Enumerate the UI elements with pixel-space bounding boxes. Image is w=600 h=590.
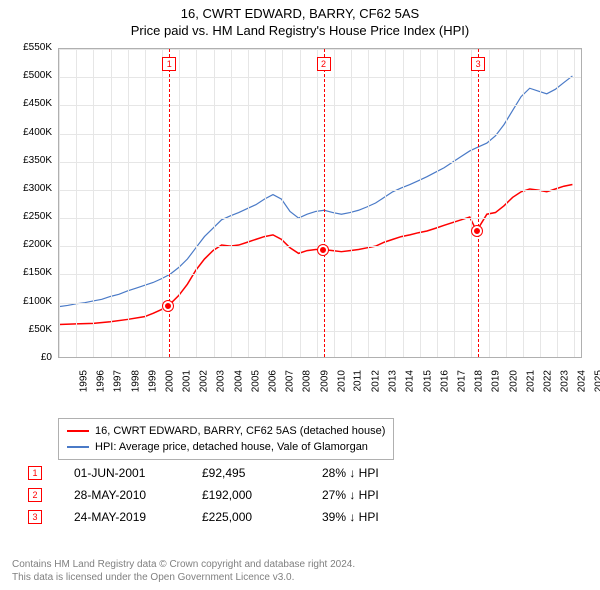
event-pct-2: 27% ↓ HPI [322,488,442,502]
legend-swatch-property [67,430,89,432]
y-axis-label: £250K [10,211,52,222]
y-axis-label: £0 [10,352,52,363]
x-axis-label: 2013 [387,370,398,392]
x-axis-label: 2020 [508,370,519,392]
footer-line-1: Contains HM Land Registry data © Crown c… [12,558,355,571]
event-table: 1 01-JUN-2001 £92,495 28% ↓ HPI 2 28-MAY… [28,462,442,528]
y-axis-label: £100K [10,296,52,307]
event-badge-3: 3 [28,510,42,524]
event-row-3: 3 24-MAY-2019 £225,000 39% ↓ HPI [28,506,442,528]
y-axis-label: £550K [10,42,52,53]
y-axis-label: £300K [10,183,52,194]
chart-title-subtitle: Price paid vs. HM Land Registry's House … [0,23,600,38]
x-axis-label: 2010 [336,370,347,392]
series-line-hpi [59,76,572,307]
x-axis-label: 2004 [233,370,244,392]
x-axis-label: 2006 [267,370,278,392]
x-axis-label: 2015 [422,370,433,392]
x-axis-label: 1997 [113,370,124,392]
legend-label-hpi: HPI: Average price, detached house, Vale… [95,439,368,455]
x-axis-label: 2002 [199,370,210,392]
y-axis-label: £450K [10,98,52,109]
x-axis-label: 2025 [594,370,600,392]
chart-title-address: 16, CWRT EDWARD, BARRY, CF62 5AS [0,6,600,21]
event-price-1: £92,495 [202,466,322,480]
x-axis-label: 2001 [181,370,192,392]
y-axis-label: £50K [10,324,52,335]
plot-area: 1 2 3 [58,48,582,358]
x-axis-label: 2003 [216,370,227,392]
event-line-2 [324,49,325,357]
event-flag-3: 3 [471,57,485,71]
y-axis-label: £350K [10,155,52,166]
legend: 16, CWRT EDWARD, BARRY, CF62 5AS (detach… [58,418,394,460]
event-line-1 [169,49,170,357]
legend-swatch-hpi [67,446,89,448]
x-axis-label: 2007 [284,370,295,392]
y-axis-label: £150K [10,267,52,278]
event-row-1: 1 01-JUN-2001 £92,495 28% ↓ HPI [28,462,442,484]
event-pct-3: 39% ↓ HPI [322,510,442,524]
x-axis-label: 2012 [370,370,381,392]
x-axis-label: 1995 [78,370,89,392]
x-axis-label: 2014 [405,370,416,392]
chart-lines [59,49,581,357]
event-flag-1: 1 [162,57,176,71]
event-price-2: £192,000 [202,488,322,502]
x-axis-label: 2000 [164,370,175,392]
y-axis-label: £200K [10,239,52,250]
x-axis-label: 2008 [302,370,313,392]
x-axis-label: 2019 [491,370,502,392]
event-price-3: £225,000 [202,510,322,524]
legend-item-property: 16, CWRT EDWARD, BARRY, CF62 5AS (detach… [67,423,385,439]
footer: Contains HM Land Registry data © Crown c… [12,558,355,584]
y-axis-label: £400K [10,127,52,138]
event-date-2: 28-MAY-2010 [42,488,202,502]
x-axis-label: 1998 [130,370,141,392]
event-date-1: 01-JUN-2001 [42,466,202,480]
legend-item-hpi: HPI: Average price, detached house, Vale… [67,439,385,455]
x-axis-label: 2018 [473,370,484,392]
footer-line-2: This data is licensed under the Open Gov… [12,571,355,584]
x-axis-label: 2023 [559,370,570,392]
title-block: 16, CWRT EDWARD, BARRY, CF62 5AS Price p… [0,0,600,42]
event-pct-1: 28% ↓ HPI [322,466,442,480]
x-axis-label: 2022 [542,370,553,392]
x-axis-label: 2017 [456,370,467,392]
x-axis-label: 2024 [576,370,587,392]
event-date-3: 24-MAY-2019 [42,510,202,524]
x-axis-label: 2016 [439,370,450,392]
x-axis-label: 2005 [250,370,261,392]
event-flag-2: 2 [317,57,331,71]
event-badge-2: 2 [28,488,42,502]
legend-label-property: 16, CWRT EDWARD, BARRY, CF62 5AS (detach… [95,423,385,439]
x-axis-label: 1999 [147,370,158,392]
y-axis-label: £500K [10,70,52,81]
event-line-3 [478,49,479,357]
event-marker-2 [318,245,328,255]
event-row-2: 2 28-MAY-2010 £192,000 27% ↓ HPI [28,484,442,506]
x-axis-label: 2021 [525,370,536,392]
x-axis-label: 1996 [95,370,106,392]
event-badge-1: 1 [28,466,42,480]
x-axis-label: 2009 [319,370,330,392]
x-axis-label: 2011 [352,370,363,392]
chart: 1 2 3 £0 £50K £100K £150K £200K £250K £300K £350K… [10,44,590,414]
